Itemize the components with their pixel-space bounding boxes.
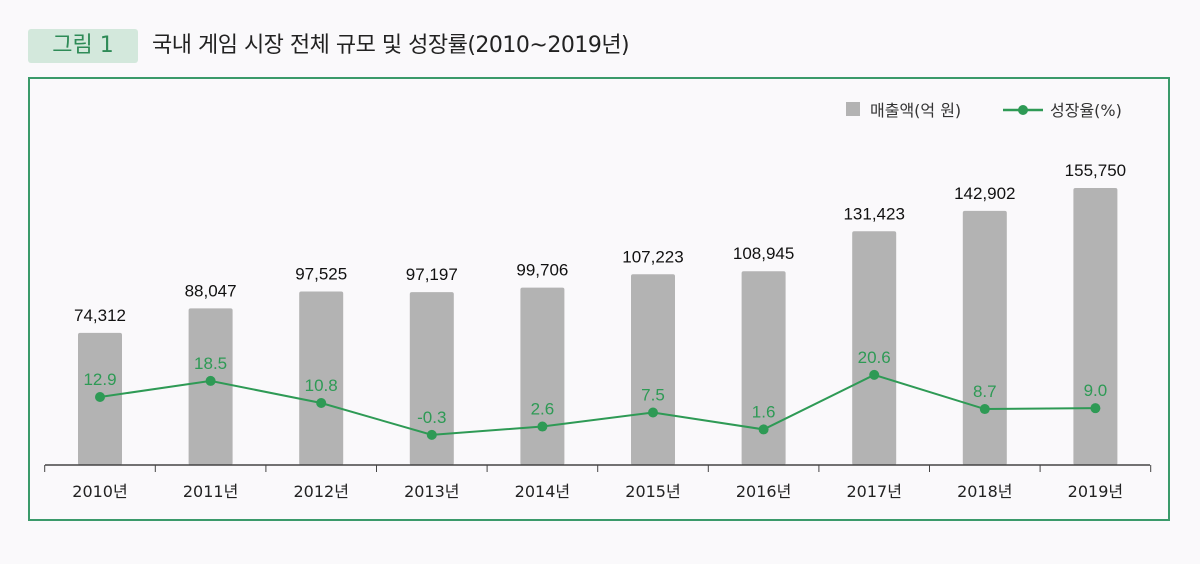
x-tick-label-3: 2013년 [404,482,459,501]
growth-label-6: 1.6 [752,402,776,421]
growth-point-5 [648,407,658,418]
growth-point-1 [205,375,216,386]
legend-bar-swatch [846,102,860,116]
x-tick-label-2: 2012년 [293,482,348,501]
growth-point-6 [758,424,769,435]
x-tick-label-8: 2018년 [957,482,1012,501]
bar-8 [962,210,1007,465]
x-tick-label-5: 2015년 [625,482,680,501]
bar-1 [188,308,233,465]
bar-label-6: 108,945 [733,244,794,263]
bar-label-1: 88,047 [185,281,237,300]
growth-label-4: 2.6 [531,400,555,419]
bar-label-8: 142,902 [954,184,1015,203]
x-tick-label-7: 2017년 [846,482,901,501]
growth-point-8 [979,404,990,415]
growth-label-5: 7.5 [641,385,665,404]
x-tick-label-0: 2010년 [72,482,127,501]
legend-bar-label: 매출액(억 원) [870,101,961,120]
growth-label-7: 20.6 [858,348,891,367]
chart-title: 국내 게임 시장 전체 규모 및 성장률(2010~2019년) [152,33,630,58]
legend-line-marker [1018,105,1028,115]
bar-7 [852,231,897,465]
growth-label-2: 10.8 [305,376,338,395]
bar-label-5: 107,223 [622,247,683,266]
bar-label-2: 97,525 [295,265,347,284]
bar-label-7: 131,423 [843,204,904,223]
growth-point-4 [537,421,548,432]
growth-label-1: 18.5 [194,354,227,373]
bar-label-9: 155,750 [1065,161,1126,180]
legend-line-label: 성장율(%) [1050,101,1122,120]
growth-label-8: 8.7 [973,382,997,401]
growth-label-0: 12.9 [83,370,116,389]
growth-point-0 [95,391,105,402]
bar-5 [631,274,675,465]
growth-line [99,373,1096,436]
bar-2 [299,291,344,465]
growth-label-9: 9.0 [1084,381,1108,400]
bar-label-4: 99,706 [516,261,568,280]
x-tick-label-4: 2014년 [515,482,570,501]
x-tick-label-9: 2019년 [1068,482,1123,501]
x-tick-label-1: 2011년 [183,482,238,501]
figure-tag: 그림 1 [28,29,138,63]
growth-point-2 [316,398,327,409]
bar-3 [409,292,454,465]
bar-4 [520,287,565,465]
bar-6 [741,271,786,465]
growth-point-3 [426,429,437,440]
x-tick-label-6: 2016년 [736,482,791,501]
growth-label-3: -0.3 [417,408,446,427]
bar-9 [1073,188,1118,465]
growth-point-7 [869,369,880,380]
growth-point-9 [1090,403,1101,414]
bar-label-3: 97,197 [406,265,458,284]
bar-label-0: 74,312 [74,306,126,325]
